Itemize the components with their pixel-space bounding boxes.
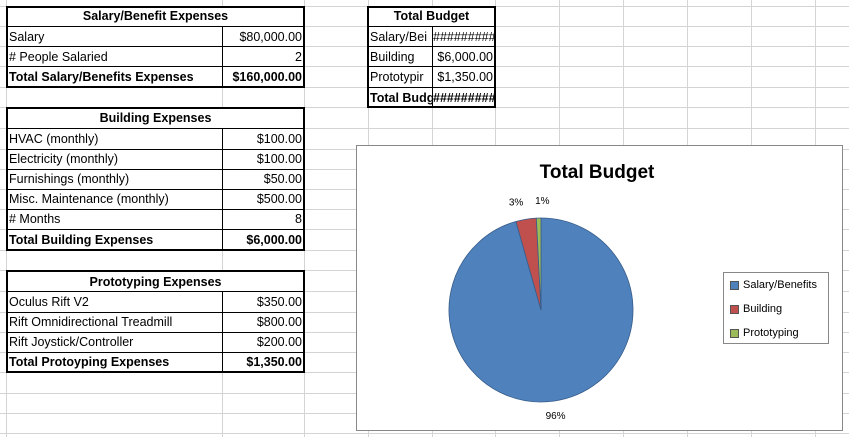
cell-salary-total-label[interactable]: Total Salary/Benefits Expenses: [9, 70, 194, 84]
row-divider: [367, 26, 496, 27]
cell-maintenance-label[interactable]: Misc. Maintenance (monthly): [9, 192, 169, 206]
row-divider: [367, 87, 496, 88]
row-divider: [6, 291, 305, 292]
cell-budget-building-label[interactable]: Building: [370, 50, 415, 64]
cell-electricity-value[interactable]: $100.00: [256, 152, 302, 166]
cell-hvac-label[interactable]: HVAC (monthly): [9, 132, 99, 146]
cell-budget-salary-value[interactable]: #########: [433, 30, 495, 44]
row-divider: [6, 352, 305, 353]
pie-data-labels: 96% 3% 1%: [509, 196, 566, 422]
column-divider: [222, 26, 223, 88]
row-divider: [6, 209, 305, 210]
chart-legend[interactable]: Salary/Benefits Building Prototyping: [723, 272, 829, 344]
cell-joystick-value[interactable]: $200.00: [256, 335, 302, 349]
cell-prototyping-total-value[interactable]: $1,350.00: [246, 355, 302, 369]
cell-furnishings-value[interactable]: $50.00: [263, 172, 302, 186]
row-divider: [6, 312, 305, 313]
cell-prototyping-total-label[interactable]: Total Protoyping Expenses: [9, 355, 170, 369]
legend-label: Prototyping: [743, 327, 799, 339]
cell-oculus-value[interactable]: $350.00: [256, 295, 302, 309]
pie-slices: [448, 217, 634, 403]
pie-data-label: 1%: [535, 196, 550, 207]
pie-data-label: 96%: [546, 411, 566, 422]
row-divider: [6, 128, 305, 129]
legend-items: Salary/Benefits Building Prototyping: [730, 278, 817, 350]
cell-months-label[interactable]: # Months: [9, 212, 61, 226]
chart-title[interactable]: Total Budget: [540, 162, 655, 183]
legend-label: Building: [743, 303, 783, 315]
legend-entry[interactable]: Building: [730, 302, 817, 326]
row-divider: [367, 46, 496, 47]
cell-joystick-label[interactable]: Rift Joystick/Controller: [9, 335, 134, 349]
salary-table-border: [6, 6, 305, 88]
cell-budget-salary-label[interactable]: Salary/Bei: [370, 30, 427, 44]
pie-slice-prototyping[interactable]: [535, 217, 542, 311]
cell-months-value[interactable]: 8: [295, 212, 302, 226]
cell-people-salaried-label[interactable]: # People Salaried: [9, 50, 108, 64]
pie-data-label: 3%: [509, 197, 524, 208]
legend-swatch: [730, 280, 739, 290]
prototyping-table-title[interactable]: Prototyping Expenses: [89, 275, 222, 289]
cell-building-total-value[interactable]: $6,000.00: [246, 233, 302, 247]
row-divider: [6, 332, 305, 333]
row-divider: [6, 189, 305, 190]
legend-entry[interactable]: Prototyping: [730, 326, 817, 350]
legend-swatch: [730, 328, 739, 338]
row-divider: [367, 66, 496, 67]
cell-furnishings-label[interactable]: Furnishings (monthly): [9, 172, 130, 186]
cell-treadmill-value[interactable]: $800.00: [256, 315, 302, 329]
row-divider: [6, 66, 305, 67]
cell-budget-prototyping-label[interactable]: Prototypir: [370, 70, 424, 84]
salary-table-lines: [6, 26, 305, 27]
building-table-title[interactable]: Building Expenses: [99, 111, 212, 125]
column-divider: [222, 128, 223, 251]
cell-salary-value[interactable]: $80,000.00: [239, 30, 302, 44]
row-divider: [6, 169, 305, 170]
cell-salary-total-value[interactable]: $160,000.00: [232, 70, 302, 84]
cell-building-total-label[interactable]: Total Building Expenses: [9, 233, 154, 247]
total-budget-table-title[interactable]: Total Budget: [393, 9, 470, 23]
cell-electricity-label[interactable]: Electricity (monthly): [9, 152, 119, 166]
cell-salary-label[interactable]: Salary: [9, 30, 45, 44]
row-divider: [6, 229, 305, 230]
building-table-border: [6, 107, 305, 251]
legend-swatch: [730, 304, 739, 314]
cell-budget-building-value[interactable]: $6,000.00: [437, 50, 493, 64]
column-divider: [222, 291, 223, 373]
cell-oculus-label[interactable]: Oculus Rift V2: [9, 295, 89, 309]
cell-budget-total-value[interactable]: #########: [433, 91, 495, 105]
cell-hvac-value[interactable]: $100.00: [256, 132, 302, 146]
cell-budget-total-label[interactable]: Total Budg: [370, 91, 432, 105]
cell-people-salaried-value[interactable]: 2: [295, 50, 302, 64]
pie-chart[interactable]: Total Budget 96% 3% 1% Salary/Benefits Buil…: [356, 145, 843, 431]
cell-maintenance-value[interactable]: $500.00: [256, 192, 302, 206]
row-divider: [6, 46, 305, 47]
pie-chart-svg: Total Budget 96% 3% 1%: [448, 162, 655, 422]
column-divider: [432, 26, 433, 108]
cell-treadmill-label[interactable]: Rift Omnidirectional Treadmill: [9, 315, 173, 329]
salary-table-title[interactable]: Salary/Benefit Expenses: [82, 9, 229, 23]
prototyping-table-border: [6, 270, 305, 373]
row-divider: [6, 149, 305, 150]
legend-label: Salary/Benefits: [743, 279, 817, 291]
cell-budget-prototyping-value[interactable]: $1,350.00: [437, 70, 493, 84]
legend-entry[interactable]: Salary/Benefits: [730, 278, 817, 302]
total-budget-table-border: [367, 6, 496, 108]
